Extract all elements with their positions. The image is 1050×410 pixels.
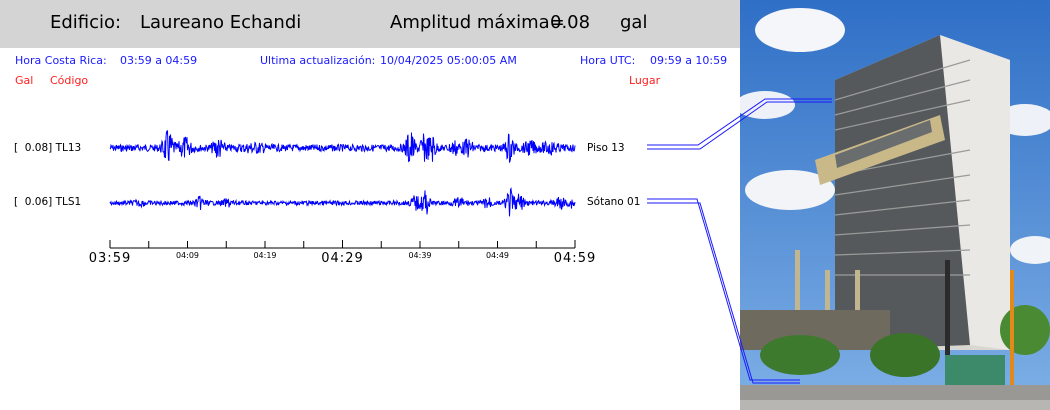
seismogram-traces: 03:59 04:09 04:19 04:29 04:39 04:49 04:59 bbox=[89, 130, 596, 266]
time-axis-tick-label: 04:19 bbox=[253, 251, 276, 260]
utc-label: Hora UTC: bbox=[580, 54, 636, 67]
update-label: Ultima actualización: bbox=[260, 54, 376, 67]
amplitude-label: Amplitud máxima= bbox=[390, 12, 565, 33]
cr-time-label: Hora Costa Rica: bbox=[15, 54, 107, 67]
utc-range: 09:59 a 10:59 bbox=[650, 54, 728, 67]
cr-time-range: 03:59 a 04:59 bbox=[120, 54, 198, 67]
amplitude-unit: gal bbox=[620, 12, 648, 33]
column-code: Código bbox=[50, 74, 89, 87]
building-prefix: Edificio: bbox=[50, 12, 122, 33]
channel-1-amplitude: [ 0.08] TL13 bbox=[14, 142, 82, 154]
seismogram-trace-tl13 bbox=[109, 130, 576, 163]
building-name: Laureano Echandi bbox=[140, 12, 302, 33]
time-axis-tick-label: 03:59 bbox=[89, 251, 131, 266]
time-axis-tick-label: 04:09 bbox=[176, 251, 199, 260]
header-bar bbox=[0, 0, 740, 48]
time-axis-tick-label: 04:49 bbox=[486, 251, 509, 260]
amplitude-value: 0.08 bbox=[550, 12, 591, 33]
channel-2-location: Sótano 01 bbox=[587, 196, 641, 208]
channel-1-location: Piso 13 bbox=[587, 142, 625, 154]
time-axis-tick-label: 04:39 bbox=[408, 251, 431, 260]
channel-2-amplitude: [ 0.06] TLS1 bbox=[14, 196, 82, 208]
column-gal: Gal bbox=[15, 74, 34, 87]
update-value: 10/04/2025 05:00:05 AM bbox=[380, 54, 517, 67]
building-photo bbox=[740, 0, 1050, 410]
time-axis-tick-label: 04:59 bbox=[554, 251, 596, 266]
column-place: Lugar bbox=[629, 74, 661, 87]
time-axis: 03:59 04:09 04:19 04:29 04:39 04:49 04:59 bbox=[89, 240, 596, 266]
seismogram-trace-tls1 bbox=[109, 186, 576, 217]
time-axis-tick-label: 04:29 bbox=[321, 251, 363, 266]
